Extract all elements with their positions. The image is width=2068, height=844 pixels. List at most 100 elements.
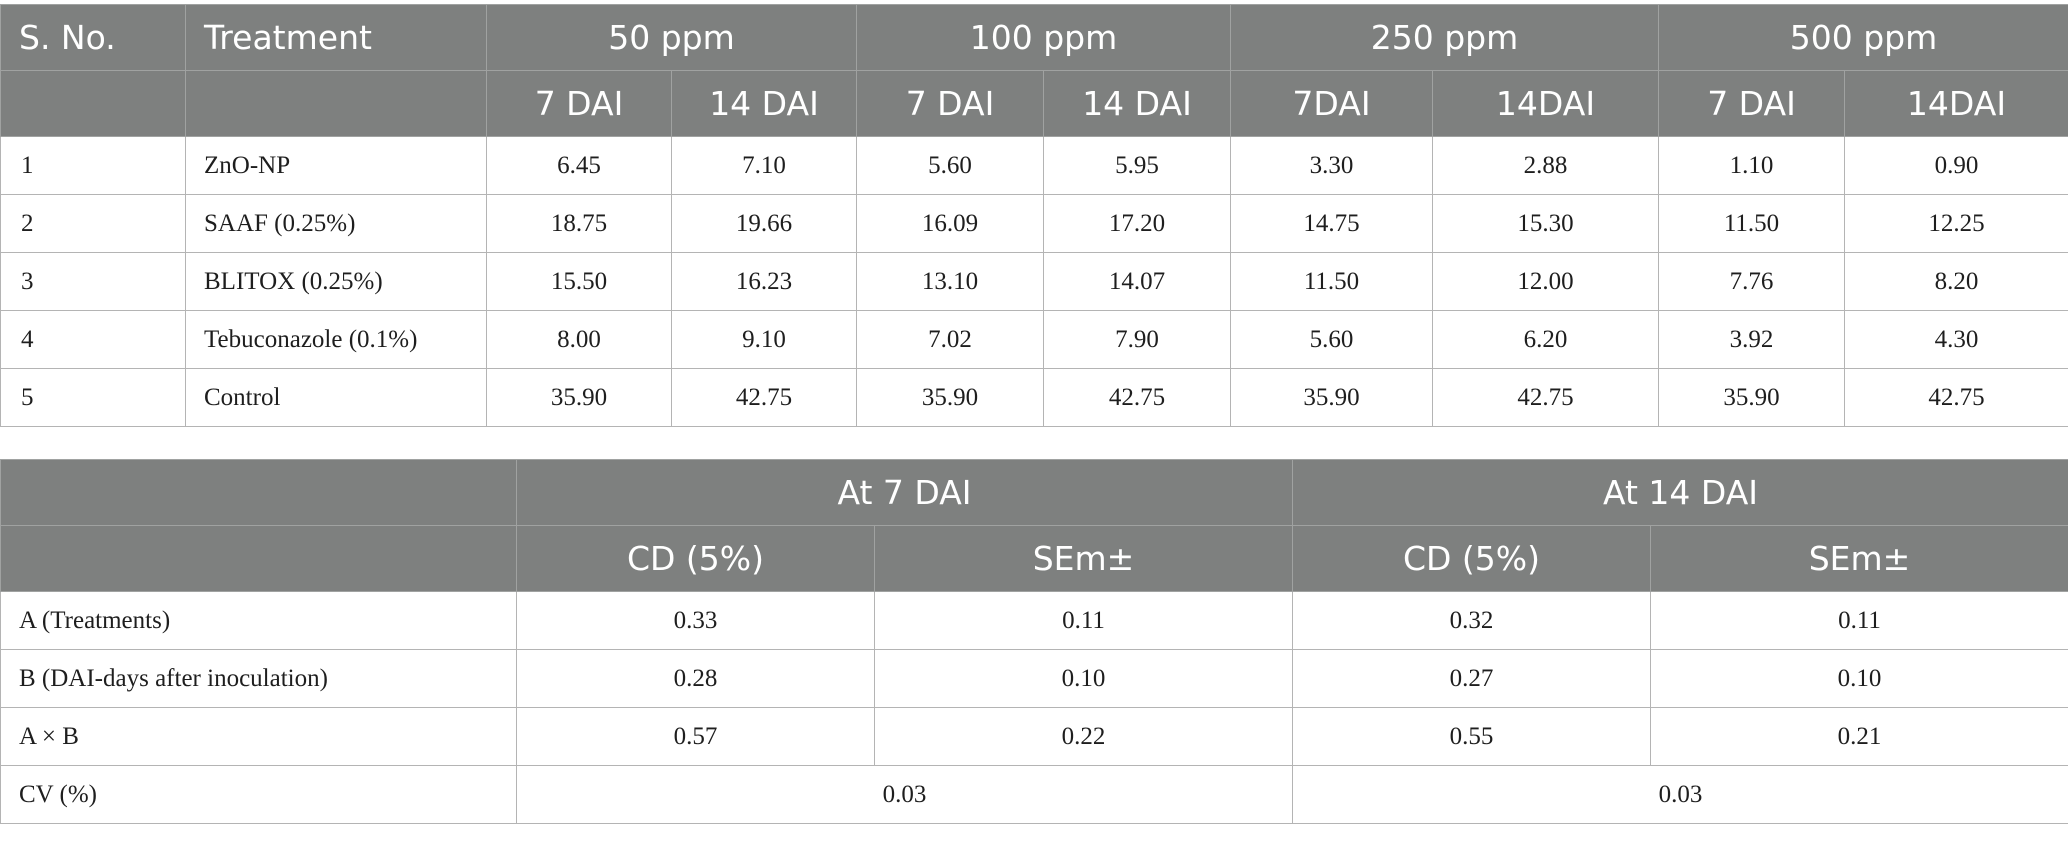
table-row: A (Treatments) 0.33 0.11 0.32 0.11 xyxy=(0,591,2068,650)
value-cell: 9.10 xyxy=(671,310,857,369)
value-cell: 0.90 xyxy=(1844,136,2068,195)
cv-label-cell: CV (%) xyxy=(0,765,517,824)
treatment-cell: Tebuconazole (0.1%) xyxy=(185,310,487,369)
value-cell: 14.07 xyxy=(1043,252,1231,311)
table-row: 5 Control 35.90 42.75 35.90 42.75 35.90 … xyxy=(0,368,2068,427)
value-cell: 35.90 xyxy=(486,368,672,427)
value-cell: 0.33 xyxy=(516,591,875,650)
statistics-table: At 7 DAI At 14 DAI CD (5%) SEm± CD (5%) … xyxy=(0,459,2068,824)
header-concentration: 50 ppm xyxy=(486,4,857,71)
value-cell: 0.10 xyxy=(1650,649,2068,708)
value-cell: 42.75 xyxy=(671,368,857,427)
header-row-stat: CD (5%) SEm± CD (5%) SEm± xyxy=(0,525,2068,592)
header-dai: 7 DAI xyxy=(856,70,1044,137)
table-row: 2 SAAF (0.25%) 18.75 19.66 16.09 17.20 1… xyxy=(0,194,2068,253)
value-cell: 6.20 xyxy=(1432,310,1659,369)
header-dai: 7 DAI xyxy=(486,70,672,137)
header-concentration: 100 ppm xyxy=(856,4,1231,71)
treatment-cell: BLITOX (0.25%) xyxy=(185,252,487,311)
value-cell: 6.45 xyxy=(486,136,672,195)
value-cell: 0.11 xyxy=(873,591,1294,650)
value-cell: 2.88 xyxy=(1432,136,1659,195)
value-cell: 17.20 xyxy=(1043,194,1231,253)
value-cell: 3.92 xyxy=(1658,310,1845,369)
header-sno: S. No. xyxy=(0,4,186,71)
header-stat: CD (5%) xyxy=(516,525,875,592)
value-cell: 0.10 xyxy=(873,649,1294,708)
value-cell: 35.90 xyxy=(1230,368,1433,427)
header-dai: 7 DAI xyxy=(1658,70,1845,137)
header-row-group: At 7 DAI At 14 DAI xyxy=(0,459,2068,526)
sno-cell: 3 xyxy=(0,252,186,311)
value-cell: 0.32 xyxy=(1292,591,1652,650)
cv-value-cell: 0.03 xyxy=(515,765,1294,824)
value-cell: 8.00 xyxy=(486,310,672,369)
value-cell: 15.30 xyxy=(1432,194,1659,253)
sno-cell: 4 xyxy=(0,310,186,369)
value-cell: 0.21 xyxy=(1650,707,2068,766)
header-group: At 14 DAI xyxy=(1292,459,2068,526)
value-cell: 5.95 xyxy=(1043,136,1231,195)
value-cell: 7.76 xyxy=(1658,252,1845,311)
value-cell: 5.60 xyxy=(856,136,1044,195)
value-cell: 19.66 xyxy=(671,194,857,253)
sno-cell: 2 xyxy=(0,194,186,253)
value-cell: 5.60 xyxy=(1230,310,1433,369)
table-row: 3 BLITOX (0.25%) 15.50 16.23 13.10 14.07… xyxy=(0,252,2068,311)
header-empty-cell xyxy=(0,525,517,592)
value-cell: 7.02 xyxy=(856,310,1044,369)
header-dai: 14 DAI xyxy=(671,70,857,137)
value-cell: 16.23 xyxy=(671,252,857,311)
value-cell: 8.20 xyxy=(1844,252,2068,311)
header-empty-cell xyxy=(0,70,186,137)
treatment-cell: SAAF (0.25%) xyxy=(185,194,487,253)
value-cell: 0.55 xyxy=(1292,707,1652,766)
header-dai: 14DAI xyxy=(1432,70,1659,137)
value-cell: 16.09 xyxy=(856,194,1044,253)
header-treatment: Treatment xyxy=(185,4,487,71)
value-cell: 12.00 xyxy=(1432,252,1659,311)
header-concentration: 250 ppm xyxy=(1230,4,1659,71)
header-group: At 7 DAI xyxy=(515,459,1294,526)
treatment-cell: ZnO-NP xyxy=(185,136,487,195)
value-cell: 0.28 xyxy=(516,649,875,708)
value-cell: 42.75 xyxy=(1432,368,1659,427)
sno-cell: 5 xyxy=(0,368,186,427)
header-stat: SEm± xyxy=(873,525,1294,592)
header-stat: SEm± xyxy=(1650,525,2068,592)
header-empty-cell xyxy=(185,70,487,137)
value-cell: 15.50 xyxy=(486,252,672,311)
disease-incidence-table: S. No. Treatment 50 ppm 100 ppm 250 ppm … xyxy=(0,4,2068,427)
value-cell: 13.10 xyxy=(856,252,1044,311)
header-row-dai: 7 DAI 14 DAI 7 DAI 14 DAI 7DAI 14DAI 7 D… xyxy=(0,70,2068,137)
header-dai: 7DAI xyxy=(1230,70,1433,137)
factor-label-cell: A (Treatments) xyxy=(0,591,517,650)
header-concentration: 500 ppm xyxy=(1658,4,2068,71)
value-cell: 11.50 xyxy=(1658,194,1845,253)
value-cell: 7.90 xyxy=(1043,310,1231,369)
value-cell: 0.11 xyxy=(1650,591,2068,650)
value-cell: 11.50 xyxy=(1230,252,1433,311)
table-row: 1 ZnO-NP 6.45 7.10 5.60 5.95 3.30 2.88 1… xyxy=(0,136,2068,195)
value-cell: 0.22 xyxy=(873,707,1294,766)
header-row-concentration: S. No. Treatment 50 ppm 100 ppm 250 ppm … xyxy=(0,4,2068,71)
value-cell: 35.90 xyxy=(856,368,1044,427)
factor-label-cell: A × B xyxy=(0,707,517,766)
value-cell: 4.30 xyxy=(1844,310,2068,369)
cv-value-cell: 0.03 xyxy=(1292,765,2068,824)
sno-cell: 1 xyxy=(0,136,186,195)
table-row: B (DAI-days after inoculation) 0.28 0.10… xyxy=(0,649,2068,708)
value-cell: 0.27 xyxy=(1292,649,1652,708)
value-cell: 1.10 xyxy=(1658,136,1845,195)
table-row: A × B 0.57 0.22 0.55 0.21 xyxy=(0,707,2068,766)
cv-row: CV (%) 0.03 0.03 xyxy=(0,765,2068,824)
value-cell: 18.75 xyxy=(486,194,672,253)
factor-label-cell: B (DAI-days after inoculation) xyxy=(0,649,517,708)
value-cell: 3.30 xyxy=(1230,136,1433,195)
header-empty-cell xyxy=(0,459,517,526)
value-cell: 0.57 xyxy=(516,707,875,766)
value-cell: 7.10 xyxy=(671,136,857,195)
value-cell: 14.75 xyxy=(1230,194,1433,253)
value-cell: 35.90 xyxy=(1658,368,1845,427)
value-cell: 42.75 xyxy=(1844,368,2068,427)
